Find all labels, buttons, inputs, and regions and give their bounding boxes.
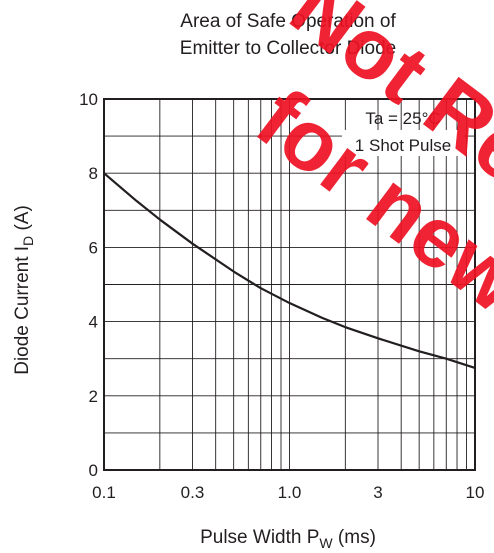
y-tick-label: 8 (89, 164, 98, 183)
annotation-bg (342, 130, 464, 156)
y-tick-label: 4 (89, 313, 98, 332)
y-axis-label-unit: (A) (12, 205, 33, 236)
plot-frame (103, 98, 476, 471)
x-axis-label-unit: (ms) (333, 527, 376, 548)
y-tick-label: 6 (89, 238, 98, 257)
x-tick-labels: 0.1 0.3 1.0 3 10 (92, 483, 484, 502)
x-axis-label-sub: W (319, 535, 333, 551)
x-tick-label: 0.1 (92, 483, 116, 502)
y-axis-label-main: Diode Current I (12, 246, 33, 375)
x-tick-label: 0.3 (181, 483, 205, 502)
chart-grid (104, 99, 475, 470)
series-line-0 (103, 172, 476, 370)
plot-area (103, 98, 476, 471)
y-tick-labels: 0 2 4 6 8 10 (79, 90, 98, 480)
x-axis-label-main: Pulse Width P (200, 527, 319, 548)
x-axis-label: Pulse Width PW (ms) (200, 527, 376, 551)
annotations: Ta = 25°C 1 Shot Pulse (342, 109, 464, 156)
y-tick-label: 2 (89, 387, 98, 406)
annotation-temperature: Ta = 25°C (365, 109, 440, 128)
x-tick-label: 10 (466, 483, 485, 502)
y-tick-label: 10 (79, 90, 98, 109)
y-axis-label: Diode Current ID (A) (12, 205, 36, 375)
y-tick-label: 0 (89, 461, 98, 480)
y-axis-label-sub: D (20, 236, 36, 246)
chart-title-line-2: Emitter to Collector Diode (180, 38, 396, 59)
x-tick-label: 3 (373, 483, 382, 502)
chart-title-line-1: Area of Safe Operation of (180, 11, 396, 32)
annotation-pulse: 1 Shot Pulse (355, 136, 451, 155)
x-tick-label: 1.0 (278, 483, 302, 502)
